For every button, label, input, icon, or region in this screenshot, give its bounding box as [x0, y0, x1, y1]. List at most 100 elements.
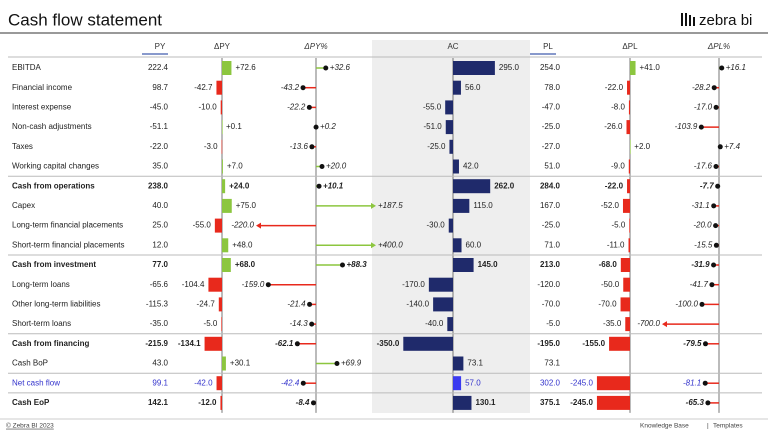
value-label: -79.5 — [683, 339, 702, 348]
column-header: ΔPY — [214, 42, 231, 51]
bar — [622, 198, 630, 213]
title: Cash flow statement — [8, 10, 162, 29]
bar — [222, 258, 231, 272]
bar — [445, 120, 453, 135]
bar — [214, 218, 222, 233]
row-label: Long-term financial placements — [12, 221, 123, 230]
value-label: 145.0 — [478, 260, 499, 269]
bar — [221, 139, 223, 154]
value-label: +41.0 — [640, 63, 661, 72]
value-label: +10.1 — [323, 181, 344, 190]
value-cell: 142.1 — [148, 398, 169, 407]
value-cell: -45.0 — [150, 103, 169, 112]
pin-dot — [306, 104, 312, 110]
bar — [596, 395, 630, 410]
column-header: PY — [155, 42, 166, 51]
value-label: +32.6 — [330, 63, 351, 72]
pin-dot — [319, 164, 325, 169]
value-cell: 73.1 — [544, 359, 560, 368]
bar — [222, 159, 223, 174]
bar — [625, 317, 630, 332]
bar — [445, 100, 453, 115]
bar — [216, 80, 222, 95]
footer-link[interactable]: Knowledge Base — [640, 423, 689, 430]
pin-dot — [313, 124, 319, 130]
bar — [428, 277, 453, 292]
bar — [453, 395, 472, 410]
bar — [628, 100, 630, 115]
value-cell: 254.0 — [540, 63, 561, 72]
pin-dot — [711, 262, 717, 268]
row-label: Cash BoP — [12, 359, 48, 368]
value-label: +0.1 — [226, 122, 242, 131]
bar — [628, 238, 630, 253]
pin-dot — [719, 65, 725, 71]
pin-dot — [699, 301, 705, 307]
value-label: -21.4 — [287, 300, 306, 309]
row-label: Capex — [12, 201, 35, 210]
value-cell: -115.3 — [146, 300, 169, 309]
value-label: -103.9 — [675, 122, 698, 131]
value-cell: 99.1 — [152, 378, 168, 387]
value-label: -65.3 — [686, 398, 705, 407]
row-label: Taxes — [12, 142, 33, 151]
value-label: 130.1 — [475, 398, 496, 407]
value-cell: -47.0 — [542, 103, 561, 112]
bar — [222, 120, 223, 135]
value-label: -50.0 — [601, 280, 620, 289]
pin-dot — [698, 124, 704, 130]
value-cell: -215.9 — [145, 339, 168, 348]
bar — [453, 159, 459, 174]
pin-dot — [713, 164, 719, 169]
bar — [453, 376, 462, 391]
bar — [630, 61, 636, 75]
pin-dot — [715, 183, 721, 189]
value-label: -40.0 — [425, 319, 444, 328]
bar — [220, 395, 222, 410]
bar — [222, 238, 229, 253]
value-label: -245.0 — [570, 398, 593, 407]
pin-dot — [711, 85, 717, 91]
value-label: -8.4 — [296, 398, 310, 407]
bar — [222, 61, 232, 75]
copyright[interactable]: © Zebra BI 2023 — [6, 422, 54, 430]
bar — [218, 297, 222, 312]
footer-link[interactable]: Templates — [713, 423, 743, 430]
value-label: +2.0 — [634, 142, 650, 151]
value-label: -25.0 — [427, 142, 446, 151]
bar — [216, 376, 222, 391]
value-cell: 25.0 — [152, 221, 168, 230]
value-cell: 78.0 — [544, 83, 560, 92]
bar — [627, 80, 630, 95]
bar — [453, 61, 495, 75]
bar — [453, 179, 491, 194]
value-label: -31.9 — [691, 260, 710, 269]
value-label: -31.1 — [691, 201, 709, 210]
footer-separator: | — [707, 423, 709, 430]
pin-dot — [713, 104, 719, 110]
bar — [222, 356, 226, 371]
value-cell: 375.1 — [540, 398, 561, 407]
bar — [453, 258, 474, 272]
pin-dot — [265, 282, 271, 288]
value-label: +48.0 — [232, 240, 253, 249]
value-cell: 98.7 — [152, 83, 168, 92]
bar — [453, 80, 461, 95]
value-label: +187.5 — [378, 201, 403, 210]
value-label: -14.3 — [289, 319, 308, 328]
pin-arrow — [662, 321, 667, 328]
row-label: Working capital changes — [12, 162, 99, 171]
value-label: -155.0 — [582, 339, 605, 348]
value-cell: 238.0 — [148, 181, 169, 190]
pin-dot — [709, 282, 715, 288]
value-label: +88.3 — [346, 260, 367, 269]
value-cell: 302.0 — [540, 378, 561, 387]
pin-dot — [334, 361, 340, 366]
value-label: -55.0 — [423, 103, 442, 112]
value-label: -17.6 — [694, 162, 713, 171]
value-cell: 51.0 — [544, 162, 560, 171]
value-label: -55.0 — [193, 221, 212, 230]
row-label: Short-term financial placements — [12, 240, 125, 249]
row-label: Other long-term liabilities — [12, 300, 100, 309]
